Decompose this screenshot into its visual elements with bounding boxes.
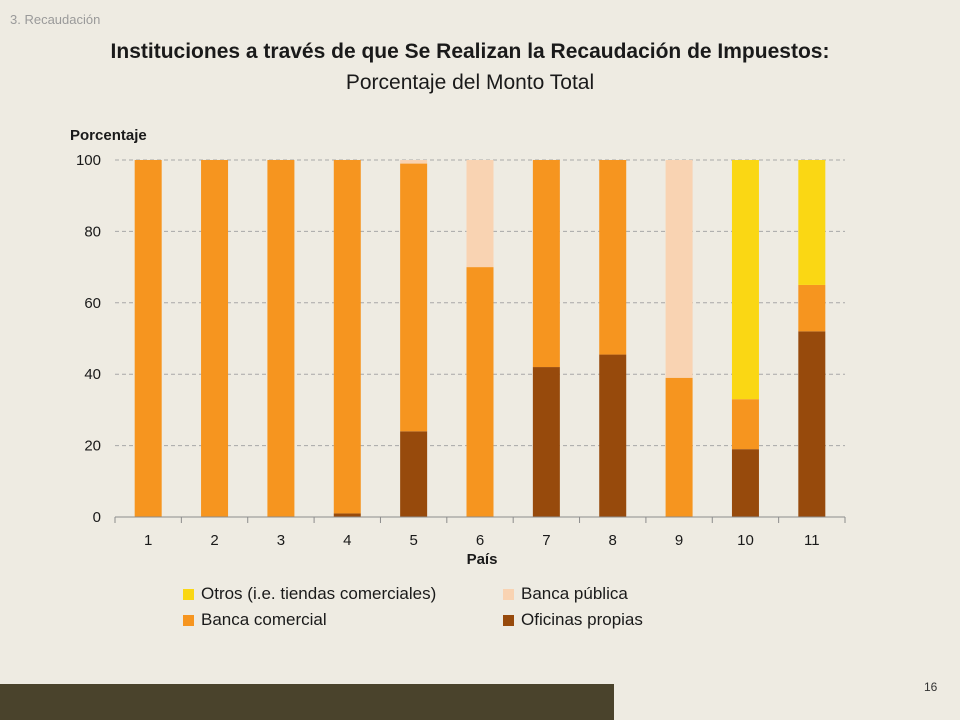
y-tick-label: 100: [76, 152, 101, 169]
x-axis-title: País: [467, 551, 498, 568]
legend-swatch: [503, 614, 514, 626]
legend-swatch: [183, 614, 194, 626]
y-tick-label: 20: [84, 438, 101, 455]
x-tick-label: 8: [609, 532, 617, 549]
bar-segment: [134, 160, 162, 517]
legend-item: Oficinas propias: [503, 610, 643, 630]
bar-segment: [599, 160, 627, 355]
legend-label: Otros (i.e. tiendas comerciales): [201, 584, 437, 603]
y-tick-label: 40: [84, 366, 101, 383]
page-number: 16: [924, 680, 938, 694]
bar-segment: [201, 160, 229, 517]
legend-swatch: [503, 588, 514, 600]
y-axis-title: Porcentaje: [70, 127, 147, 144]
bar-segment: [665, 160, 693, 378]
bar-segment: [267, 160, 295, 517]
bar-segment: [400, 160, 428, 164]
stacked-bar-chart: 0 20 40 60 80 100 1 2 3 4 5 6 7 8 9 10 11 Porcentaje País: [70, 127, 846, 568]
bar-segment: [400, 431, 428, 517]
x-tick-label: 10: [737, 532, 754, 549]
legend-item: Banca comercial: [183, 610, 327, 630]
x-tick-label: 7: [542, 532, 550, 549]
chart-title: Instituciones a través de que Se Realiza…: [110, 40, 830, 63]
x-tick-label: 1: [144, 532, 152, 549]
bar-segment: [333, 160, 361, 514]
y-tick-label: 0: [93, 509, 101, 526]
x-tick-label: 11: [804, 532, 820, 549]
bar-segment: [532, 367, 560, 517]
x-tick-label: 2: [210, 532, 218, 549]
bar-segment: [532, 160, 560, 368]
x-tick-label: 6: [476, 532, 484, 549]
bar-segment: [599, 354, 627, 517]
bar-segment: [798, 160, 826, 285]
section-label: 3. Recaudación: [10, 12, 101, 27]
bar-segment: [466, 160, 494, 268]
bar-segment: [798, 284, 826, 332]
x-tick-label: 3: [277, 532, 285, 549]
legend-label: Banca comercial: [201, 610, 327, 629]
bar-segment: [731, 449, 759, 517]
chart-subtitle: Porcentaje del Monto Total: [345, 71, 595, 94]
x-tick-label: 9: [675, 532, 683, 549]
bar-segment: [798, 331, 826, 517]
legend-label: Oficinas propias: [521, 610, 643, 629]
y-tick-label: 80: [84, 223, 101, 240]
legend-label: Banca pública: [521, 584, 628, 603]
footer-bar: [0, 684, 614, 720]
bar-segment: [731, 160, 759, 400]
bar-segment: [466, 267, 494, 517]
x-tick-label: 5: [409, 532, 417, 549]
y-tick-label: 60: [84, 295, 101, 312]
bar-segment: [731, 399, 759, 450]
legend-swatch: [183, 588, 194, 600]
bar-segment: [333, 513, 361, 517]
legend-item: Banca pública: [503, 584, 628, 604]
bar-segment: [400, 163, 428, 432]
legend-item: Otros (i.e. tiendas comerciales): [183, 584, 436, 604]
x-tick-label: 4: [343, 532, 351, 549]
bar-segment: [665, 377, 693, 517]
